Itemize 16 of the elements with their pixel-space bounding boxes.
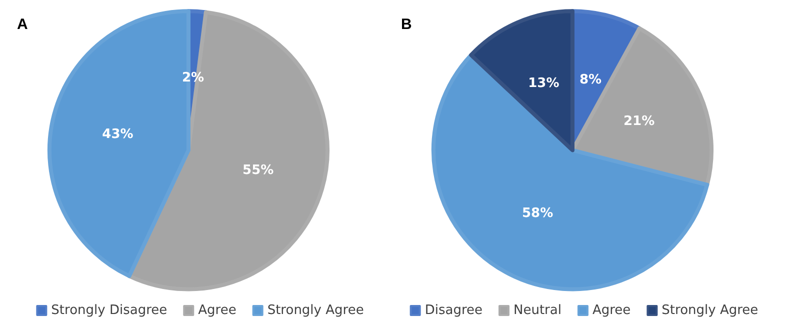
legend-label: Neutral	[514, 303, 562, 318]
text: B	[401, 16, 412, 33]
data-label: 2%	[182, 70, 204, 86]
legend-label: Strongly Agree	[267, 303, 364, 318]
data-label: 13%	[528, 76, 560, 92]
legend-label: Strongly Agree	[662, 303, 758, 318]
legend-label: Disagree	[424, 303, 482, 318]
text: A	[17, 16, 28, 33]
data-label: 43%	[102, 126, 134, 142]
legend-label: Agree	[198, 303, 236, 318]
data-label: 55%	[242, 162, 274, 178]
legend-label: Agree	[592, 303, 631, 318]
legend-label: Strongly Disagree	[51, 303, 168, 318]
data-label: 21%	[623, 114, 655, 129]
data-label: 8%	[579, 72, 602, 88]
data-label: 58%	[522, 206, 554, 222]
